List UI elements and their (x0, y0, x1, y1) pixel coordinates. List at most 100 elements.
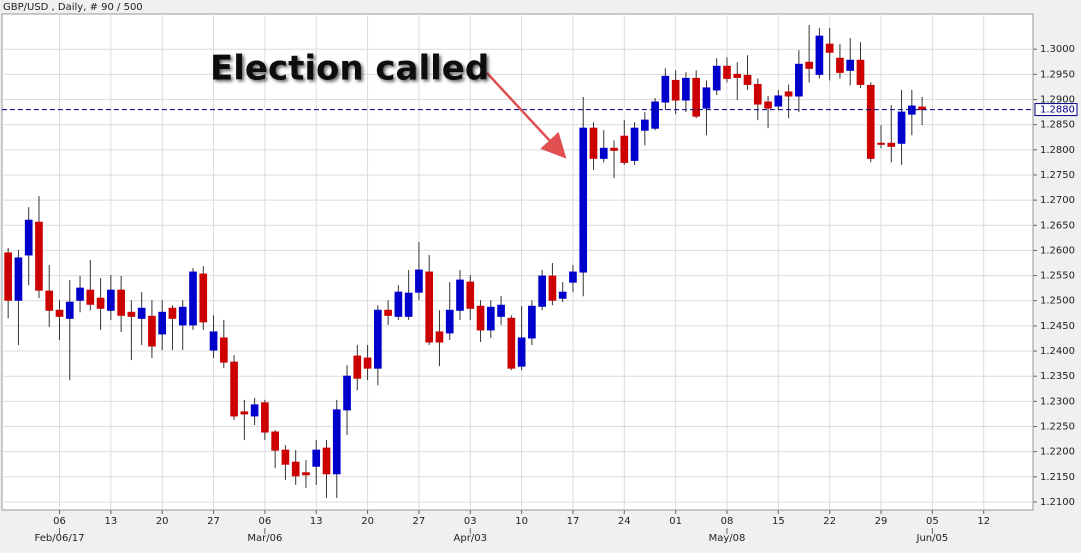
y-tick-label: 1.2150 (1040, 472, 1075, 483)
candle-body (394, 291, 403, 317)
x-major-label: May/08 (709, 533, 746, 544)
y-tick-label: 1.2650 (1040, 220, 1075, 231)
candle-body (435, 331, 444, 343)
x-tick-label: 12 (977, 516, 990, 527)
y-tick-label: 1.2250 (1040, 421, 1075, 432)
x-tick-label: 17 (567, 516, 580, 527)
candle-body (117, 289, 125, 316)
annotation: Election called (210, 49, 489, 89)
candle-body (692, 77, 701, 117)
x-tick-label: 06 (259, 516, 272, 527)
candle-body (65, 301, 74, 319)
candle-body (261, 402, 269, 433)
x-tick-label: 24 (618, 516, 631, 527)
candle-body (610, 147, 618, 151)
candle-body (743, 74, 752, 85)
x-tick-label: 20 (361, 516, 374, 527)
candle-body (712, 65, 721, 91)
candle-body (877, 142, 885, 145)
candle-body (291, 461, 300, 477)
candle-body (230, 361, 238, 417)
x-tick-label: 01 (669, 516, 682, 527)
plot-area (1, 13, 1034, 511)
x-tick-label: 10 (515, 516, 528, 527)
candle-body (425, 271, 434, 343)
y-tick-label: 1.2400 (1040, 346, 1075, 357)
candle-body (168, 307, 177, 319)
candle-body (415, 269, 423, 293)
candle-body (363, 357, 372, 369)
candle-body (332, 409, 341, 475)
candle-body (569, 271, 577, 283)
chart-title: GBP/USD , Daily, # 90 / 500 (3, 2, 143, 13)
y-tick-label: 1.2450 (1040, 321, 1075, 332)
x-tick-label: 03 (464, 516, 477, 527)
candle-body (897, 111, 906, 144)
candle-body (250, 404, 259, 417)
candle-body (404, 292, 413, 317)
candle-body (497, 304, 505, 317)
y-tick-label: 1.2950 (1040, 69, 1075, 80)
x-tick-label: 29 (875, 516, 888, 527)
x-tick-label: 06 (53, 516, 66, 527)
x-tick-label: 22 (823, 516, 836, 527)
candle-body (866, 84, 875, 159)
candle-body (538, 275, 546, 307)
y-tick-label: 1.2750 (1040, 170, 1075, 181)
y-tick-label: 1.3000 (1040, 44, 1075, 55)
candle-body (836, 57, 844, 73)
candle-body (322, 447, 331, 475)
y-tick-label: 1.2100 (1040, 497, 1075, 508)
candle-body (528, 305, 536, 339)
y-tick-label: 1.2550 (1040, 271, 1075, 282)
candle-body (240, 411, 249, 415)
candle-body (343, 375, 351, 411)
candle-body (199, 273, 208, 323)
candle-body (723, 65, 731, 79)
candle-body (24, 219, 33, 256)
candle-body (558, 291, 567, 299)
y-tick-label: 1.2700 (1040, 195, 1075, 206)
candle-body (671, 79, 680, 101)
x-tick-label: 08 (721, 516, 734, 527)
candle-body (599, 147, 608, 159)
candle-body (137, 307, 146, 319)
candle-body (815, 35, 824, 75)
candle-body (702, 87, 711, 109)
candle-body (907, 105, 916, 115)
candle-body (774, 95, 783, 107)
candle-body (548, 275, 557, 301)
y-tick-label: 1.2900 (1040, 95, 1075, 106)
candle-body (45, 290, 54, 311)
candle-body (55, 309, 64, 317)
candle-body (281, 449, 290, 465)
candle-body (384, 309, 392, 316)
x-tick-label: 20 (156, 516, 169, 527)
current-price-box (1034, 103, 1078, 117)
x-tick-label: 27 (207, 516, 220, 527)
candle-body (856, 59, 865, 85)
candle-body (825, 43, 834, 53)
candle-body (476, 305, 485, 331)
candle-body (189, 271, 197, 326)
candle-body (219, 337, 228, 363)
candle-body (14, 257, 23, 301)
candle-body (682, 77, 690, 101)
x-tick-label: 13 (310, 516, 323, 527)
candle-body (795, 63, 803, 97)
candle-body (486, 306, 495, 331)
candle-body (456, 279, 464, 311)
candle-body (312, 449, 321, 467)
candle-body (209, 331, 218, 351)
candle-body (178, 306, 187, 326)
candle-body (630, 127, 639, 161)
candle-body (96, 297, 105, 309)
candle-body (466, 281, 475, 309)
candle-body (374, 309, 382, 369)
candle-body (620, 135, 629, 163)
candle-body (764, 101, 772, 109)
candle-body (517, 337, 526, 367)
candle-body (271, 431, 279, 451)
annotation-arrow (486, 72, 567, 159)
y-tick-label: 1.2200 (1040, 447, 1075, 458)
